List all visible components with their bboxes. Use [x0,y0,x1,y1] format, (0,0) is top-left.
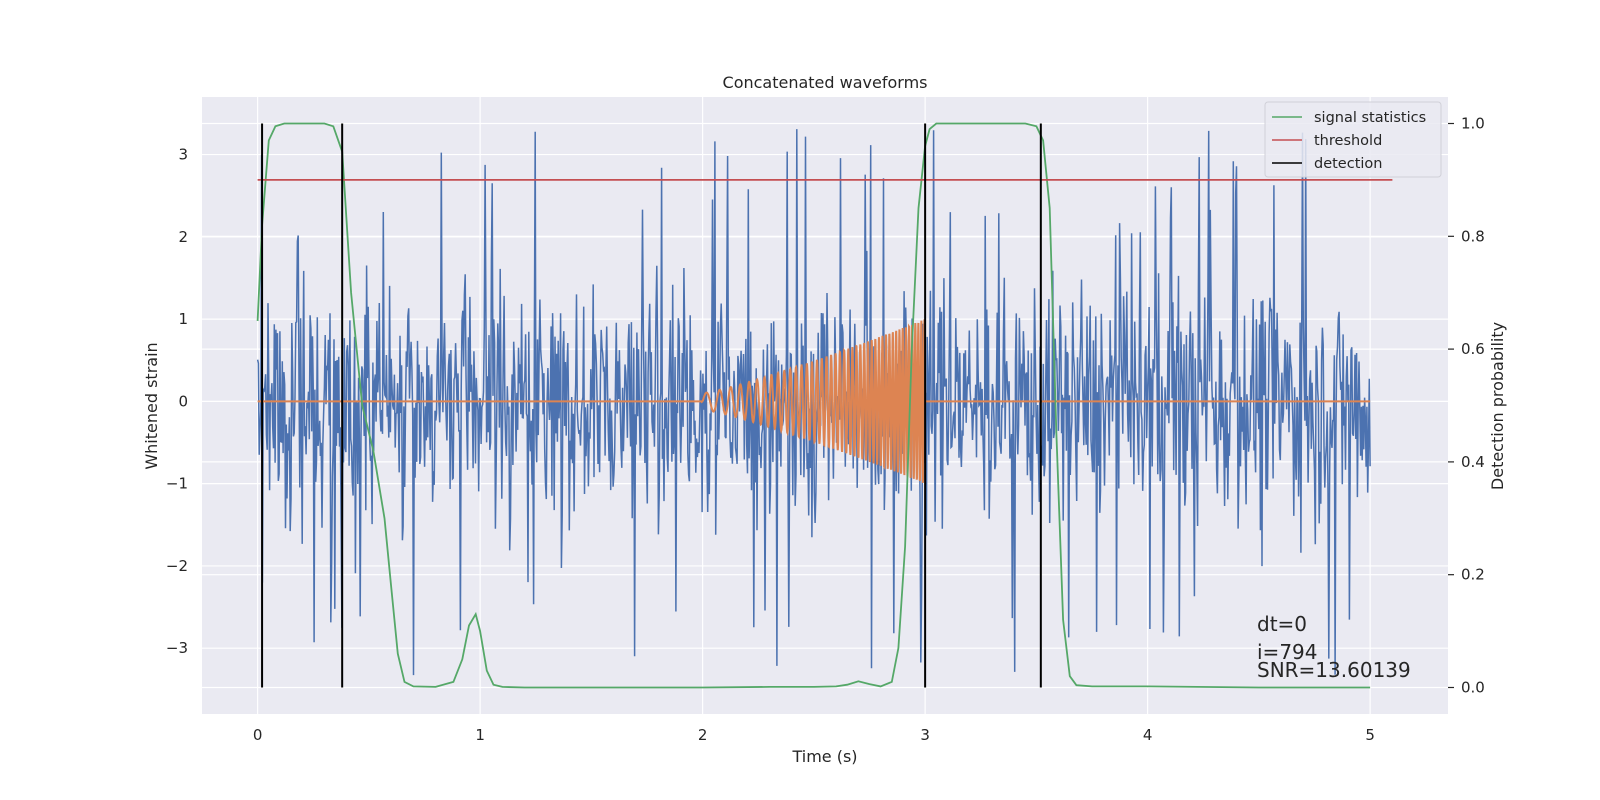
right-axis-series [256,122,1393,689]
y-tick-label-2: −1 [166,475,188,493]
y2-tick-label-5: 1.0 [1461,115,1485,133]
axis-ticks: 0 1 2 3 4 5 −3 −2 −1 0 1 2 3 0.0 0.2 0.4 0.6 0.8 1.0 [166,115,1485,744]
x-tick-label-0: 0 [253,726,263,744]
y-axis-label: Whitened strain [142,342,161,469]
legend-box [1264,101,1442,178]
y2-tick-label-2: 0.4 [1461,453,1485,471]
x-tick-label-2: 2 [698,726,708,744]
x-tick-label-3: 3 [920,726,930,744]
chart-title: Concatenated waveforms [723,73,928,92]
annotation-dt: dt=0 [1257,612,1307,636]
y-tick-label-1: −2 [166,557,188,575]
annotations: dt=0 i=794 SNR=13.60139 [1257,612,1411,682]
legend: signal statistics threshold detection [1264,101,1442,178]
y-tick-label-3: 0 [178,392,188,410]
y-tick-label-5: 2 [178,228,188,246]
legend-label-signal-statistics: signal statistics [1314,110,1426,126]
y-tick-label-6: 3 [178,146,188,164]
x-axis-label: Time (s) [791,747,857,766]
legend-label-detection: detection [1314,156,1382,172]
x-tick-label-5: 5 [1365,726,1375,744]
annotation-i: i=794 [1257,640,1318,664]
y-tick-label-4: 1 [178,310,188,328]
chirp-series [257,319,1371,483]
series-signal-statistics-line [256,122,1371,689]
y2-tick-label-1: 0.2 [1461,566,1485,584]
legend-label-threshold: threshold [1314,133,1382,149]
y2-tick-label-0: 0.0 [1461,678,1485,696]
x-tick-label-4: 4 [1143,726,1153,744]
y2-tick-label-4: 0.8 [1461,227,1485,245]
y2-axis-label: Detection probability [1488,322,1507,490]
series-chirp-line [257,319,1371,483]
y2-tick-label-3: 0.6 [1461,340,1485,358]
annotation-snr: SNR=13.60139 [1257,658,1411,682]
y-tick-label-0: −3 [166,639,188,657]
x-tick-label-1: 1 [475,726,485,744]
